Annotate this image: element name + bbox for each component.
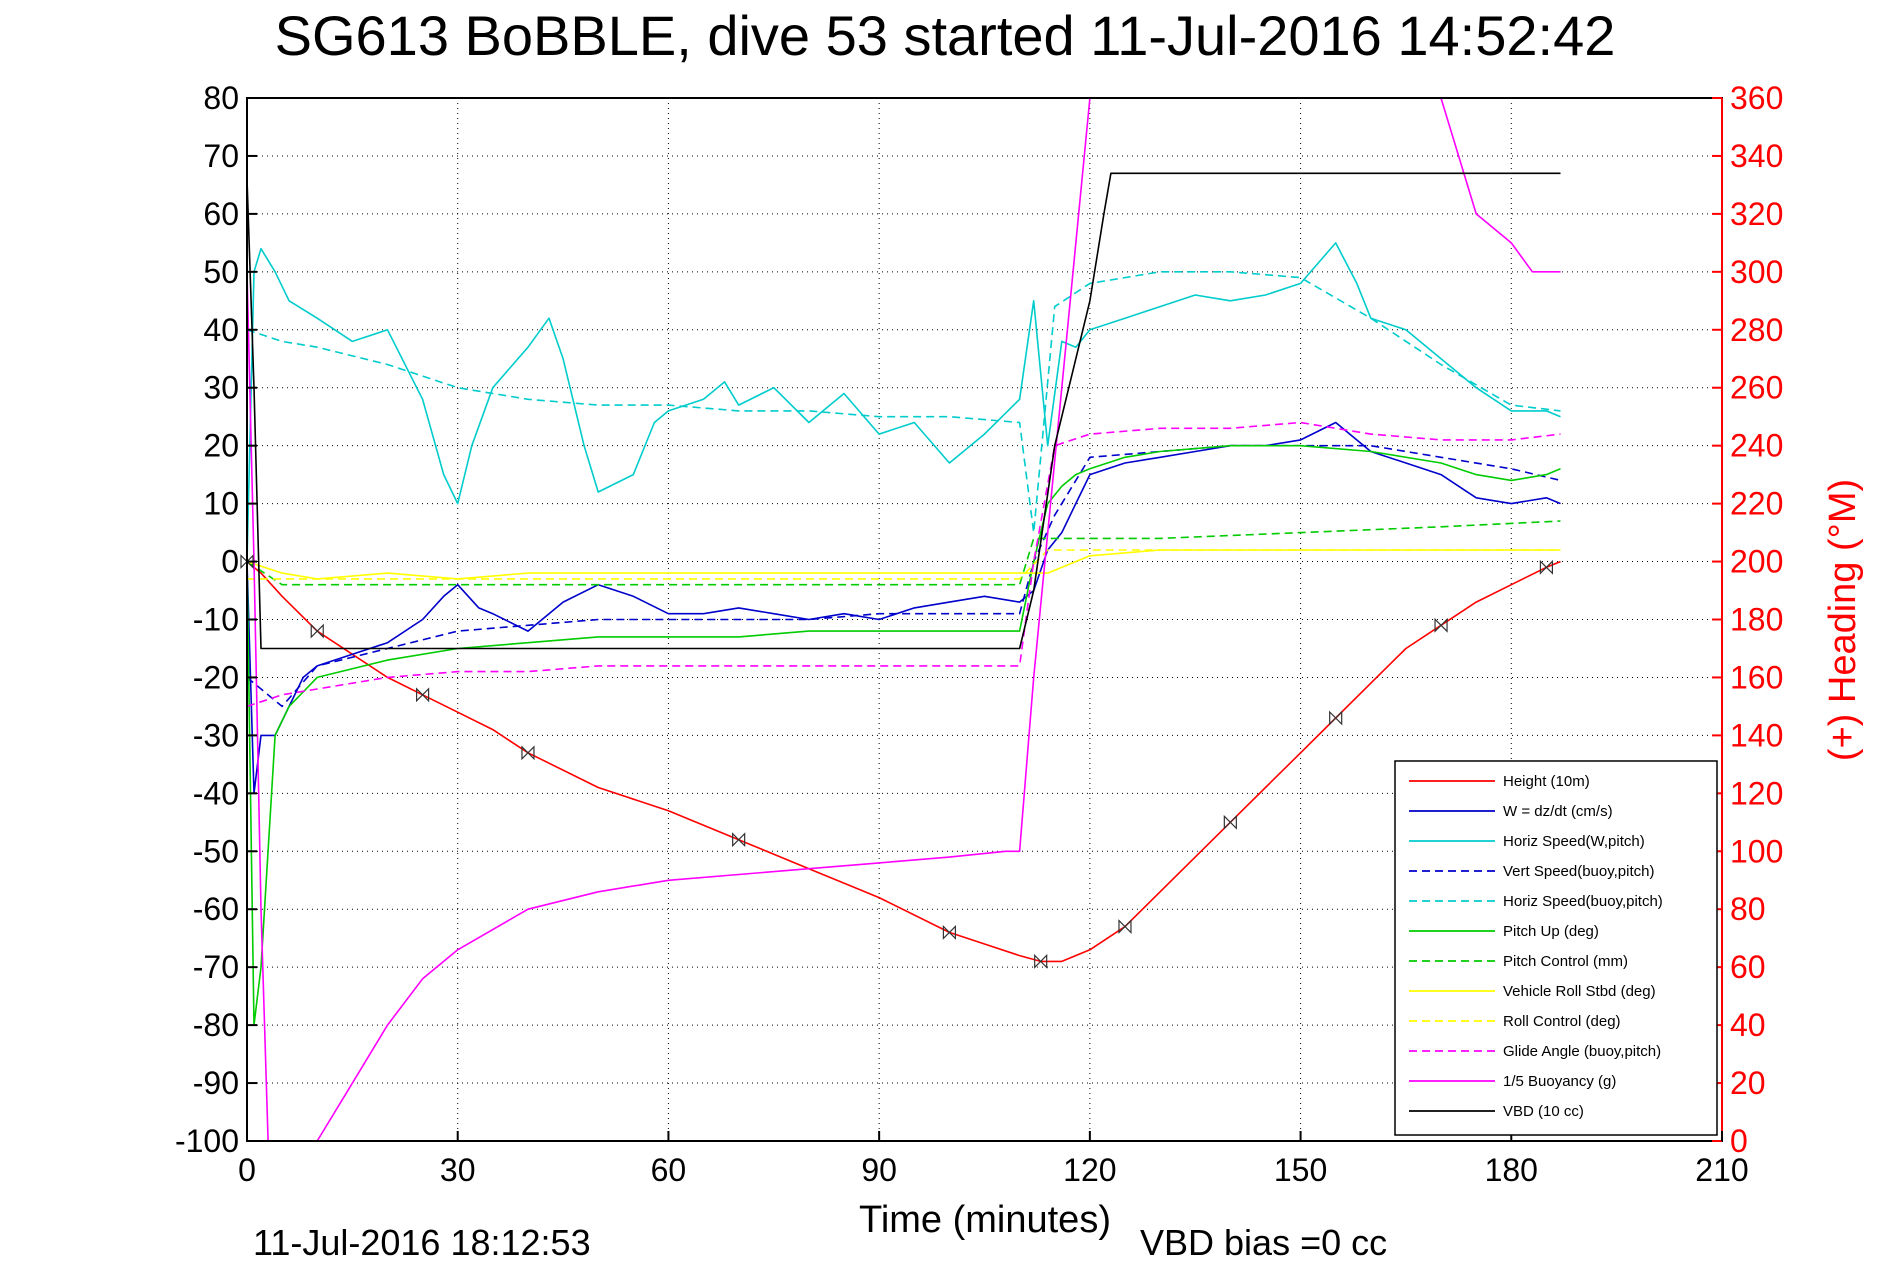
legend-label-7: Vehicle Roll Stbd (deg): [1503, 983, 1656, 1000]
series-line-0: [246, 560, 1561, 963]
height-markers: [240, 554, 1553, 969]
y2-tick-label-2: 320: [1730, 196, 1783, 232]
series-line-9: [246, 421, 1561, 708]
y-tick-label-15: -70: [193, 949, 239, 985]
series-line-2: [246, 242, 1561, 562]
y-tick-label-2: 60: [203, 196, 239, 232]
series-line-7: [246, 549, 1561, 580]
footer-timestamp: 11-Jul-2016 18:12:53: [253, 1222, 591, 1262]
legend-label-11: VBD (10 cc): [1503, 1103, 1584, 1120]
series-line-3: [246, 444, 1561, 708]
y-tick-label-10: -20: [193, 659, 239, 695]
y2-tick-label-7: 220: [1730, 486, 1783, 522]
legend-label-0: Height (10m): [1503, 773, 1590, 790]
y-tick-label-9: -10: [193, 602, 239, 638]
series-lines: [246, 97, 1561, 1142]
y2-tick-label-16: 40: [1730, 1007, 1766, 1043]
y2-tick-label-18: 0: [1730, 1123, 1748, 1159]
y-tick-label-7: 10: [203, 486, 239, 522]
legend-label-1: W = dz/dt (cm/s): [1503, 803, 1613, 820]
y2-tick-label-4: 280: [1730, 312, 1783, 348]
y-tick-label-8: 0: [221, 544, 239, 580]
y-tick-label-17: -90: [193, 1065, 239, 1101]
y-tick-label-6: 20: [203, 428, 239, 464]
series-line-11: [246, 172, 1561, 650]
series-line-6: [246, 520, 1561, 586]
y2-tick-label-13: 100: [1730, 833, 1783, 869]
height-marker-3: [310, 623, 324, 639]
x-axis: 0 30 60 90 120 150 180 210: [238, 1131, 1749, 1188]
height-marker-24: [1223, 814, 1237, 830]
legend: Height (10m) W = dz/dt (cm/s) Horiz Speed(…: [1394, 760, 1718, 1136]
footer-vbd-bias: VBD bias =0 cc: [1140, 1222, 1387, 1262]
y2-tick-label-15: 60: [1730, 949, 1766, 985]
y-tick-label-14: -60: [193, 891, 239, 927]
y-tick-label-11: -30: [193, 717, 239, 753]
series-line-5: [246, 444, 1561, 1026]
x-axis-label: Time (minutes): [859, 1199, 1111, 1241]
x-tick-label-7: 210: [1695, 1152, 1748, 1188]
x-tick-label-1: 30: [440, 1152, 476, 1188]
height-marker-0: [240, 554, 254, 570]
x-tick-label-4: 120: [1063, 1152, 1116, 1188]
y-tick-label-16: -80: [193, 1007, 239, 1043]
height-marker-33: [1539, 559, 1553, 575]
y2-tick-label-5: 260: [1730, 370, 1783, 406]
height-marker-21: [1118, 919, 1132, 935]
y2-tick-label-1: 340: [1730, 138, 1783, 174]
x-tick-label-3: 90: [861, 1152, 897, 1188]
x-tick-label-6: 180: [1485, 1152, 1538, 1188]
chart-title: SG613 BoBBLE, dive 53 started 11-Jul-201…: [275, 4, 1616, 67]
series-line-8: [247, 549, 1561, 580]
legend-box: [1394, 760, 1718, 1136]
y2-tick-label-3: 300: [1730, 254, 1783, 290]
y-tick-label-1: 70: [203, 138, 239, 174]
height-marker-15: [942, 924, 956, 940]
y-axis-right: 3603403203002802602402202001801601401201…: [1712, 80, 1783, 1159]
y2-tick-label-12: 120: [1730, 775, 1783, 811]
x-tick-label-5: 150: [1274, 1152, 1327, 1188]
y-tick-label-12: -40: [193, 775, 239, 811]
series-line-4: [246, 270, 1561, 534]
legend-label-8: Roll Control (deg): [1503, 1013, 1621, 1030]
legend-label-9: Glide Angle (buoy,pitch): [1503, 1043, 1661, 1060]
height-marker-12: [732, 832, 746, 848]
height-marker-9: [521, 745, 535, 761]
y2-tick-label-0: 360: [1730, 80, 1783, 116]
legend-label-4: Horiz Speed(buoy,pitch): [1503, 893, 1663, 910]
y-tick-label-4: 40: [203, 312, 239, 348]
y2-tick-label-11: 140: [1730, 717, 1783, 753]
series-line-10: [246, 97, 1561, 1142]
y-tick-label-18: -100: [175, 1123, 239, 1159]
height-marker-18: [1034, 953, 1048, 969]
y-tick-label-0: 80: [203, 80, 239, 116]
y2-tick-label-14: 80: [1730, 891, 1766, 927]
y2-tick-label-8: 200: [1730, 544, 1783, 580]
x-tick-label-0: 0: [238, 1152, 256, 1188]
y-tick-label-13: -50: [193, 833, 239, 869]
y2-axis-label: (+) Heading (°M): [1822, 479, 1864, 761]
legend-label-6: Pitch Control (mm): [1503, 953, 1628, 970]
y2-tick-label-6: 240: [1730, 428, 1783, 464]
y2-tick-label-17: 20: [1730, 1065, 1766, 1101]
height-marker-6: [415, 687, 430, 703]
series-line-1: [246, 421, 1561, 795]
y-axis-left: 80 70 60 50 40 30 20 10 0 -10 -20 -30 -40 -50 -60 -70 -8…: [175, 80, 257, 1159]
y-tick-label-3: 50: [203, 254, 239, 290]
y-tick-label-5: 30: [203, 370, 239, 406]
y2-tick-label-10: 160: [1730, 659, 1783, 695]
height-marker-30: [1434, 617, 1448, 633]
height-marker-27: [1329, 710, 1343, 726]
legend-label-5: Pitch Up (deg): [1503, 923, 1599, 940]
y2-tick-label-9: 180: [1730, 602, 1783, 638]
x-tick-label-2: 60: [651, 1152, 687, 1188]
legend-label-2: Horiz Speed(W,pitch): [1503, 833, 1645, 850]
legend-label-3: Vert Speed(buoy,pitch): [1503, 863, 1654, 880]
legend-label-10: 1/5 Buoyancy (g): [1503, 1073, 1616, 1090]
